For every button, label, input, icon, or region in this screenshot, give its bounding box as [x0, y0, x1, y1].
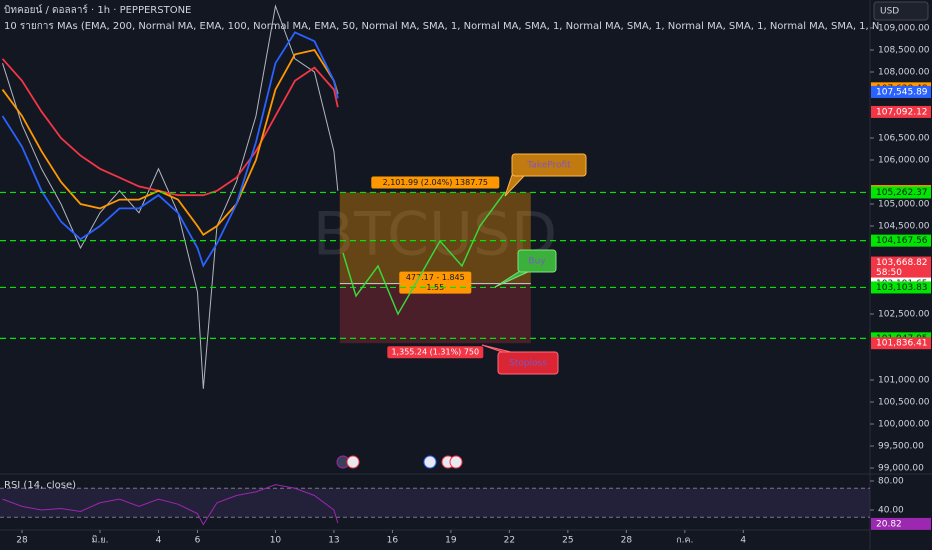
price-label-bg	[871, 256, 931, 279]
y-tick-label: 99,500.00	[878, 442, 924, 452]
price-label-bg	[871, 517, 931, 530]
price-label-bg	[871, 186, 931, 199]
indicator-legend: 10 รายการ MAs (EMA, 200, Normal MA, EMA,…	[4, 21, 879, 32]
profit-zone	[339, 192, 531, 284]
series-line	[1, 58, 339, 197]
price-label-bg	[871, 105, 931, 118]
price-label: 104,167.56	[876, 236, 928, 246]
callout-text: Buy	[528, 257, 546, 267]
x-tick-label: 13	[328, 536, 339, 546]
price-label: 103,668.82	[876, 258, 928, 268]
stop-label: 1,355.24 (1.31%) 750	[391, 348, 479, 357]
y-tick-label: 106,000.00	[878, 155, 930, 165]
callout-text: Stoploss	[509, 359, 547, 369]
entry-label-bg	[399, 271, 472, 294]
price-label: 105,262.37	[876, 188, 928, 198]
event-icons	[336, 455, 463, 469]
symbol-title: บิทคอยน์ / ดอลลาร์ · 1h · PEPPERSTONE	[4, 4, 191, 16]
price-label: 103,103.83	[876, 283, 928, 293]
y-tick-label: 80.00	[878, 477, 904, 487]
target-label: 2,101.99 (2.04%) 1387.75	[383, 178, 488, 187]
y-tick-label: 99,000.00	[878, 464, 924, 474]
y-tick-label: 106,500.00	[878, 133, 930, 143]
series-line	[1, 31, 339, 268]
y-tick-label: 109,000.00	[878, 23, 930, 33]
price-label-bg	[871, 85, 931, 98]
pane	[0, 484, 870, 526]
y-tick-label: 102,500.00	[878, 310, 930, 320]
y-tick-label: 108,500.00	[878, 45, 930, 55]
price-label-bg	[871, 234, 931, 247]
x-tick-label: 28	[621, 536, 633, 546]
currency-label: USD	[880, 7, 899, 17]
stop-label-bg	[387, 346, 484, 359]
series-line	[2, 4, 339, 389]
callout-takeprofit: TakeProfit	[504, 153, 587, 197]
price-label: 107,545.89	[876, 87, 928, 97]
x-tick-label: 6	[195, 536, 201, 546]
entry-label: 477.17 - 1.845	[406, 273, 465, 282]
projection-path	[342, 191, 506, 316]
y-tick-label: 104,500.00	[878, 222, 930, 232]
callout-stoploss: Stoploss	[481, 344, 559, 375]
x-tick-label: 10	[270, 536, 282, 546]
price-label: 107,092.12	[876, 107, 928, 117]
currency-button[interactable]	[873, 1, 929, 21]
x-tick-label: มิ.ย.	[92, 535, 109, 546]
y-tick-label: 100,000.00	[878, 420, 930, 430]
layer: 109,000.00 108,500.00 108,000.00 106,500.00…	[0, 4, 931, 546]
callout-buy: Buy	[494, 249, 557, 288]
target-label-bg	[371, 176, 500, 189]
x-tick-label: 28	[16, 536, 28, 546]
watermark: BTCUSD	[313, 200, 557, 270]
price-label-bg	[871, 281, 931, 294]
y-tick-label: 100,500.00	[878, 398, 930, 408]
price-label: 20.82	[876, 519, 902, 529]
x-tick-label: 22	[504, 536, 515, 546]
price-label-bg	[871, 337, 931, 350]
y-tick-label: 105,000.00	[878, 199, 930, 209]
series-line	[2, 484, 339, 526]
series-line	[1, 48, 339, 237]
x-tick-label: ก.ค.	[676, 536, 693, 546]
y-tick-label: 40.00	[878, 505, 904, 515]
x-tick-label: 16	[387, 536, 399, 546]
y-tick-label: 108,000.00	[878, 67, 930, 77]
price-label: 101,836.41	[876, 339, 928, 349]
x-tick-label: 4	[740, 536, 746, 546]
countdown-label: 58:50	[876, 268, 902, 278]
y-tick-label: 101,000.00	[878, 376, 930, 386]
rsi-band-fill	[0, 488, 870, 518]
x-tick-label: 19	[445, 536, 457, 546]
x-tick-label: 4	[156, 536, 162, 546]
callout-text: TakeProfit	[526, 161, 571, 171]
rsi-title: RSI (14, close)	[4, 480, 76, 491]
x-tick-label: 25	[562, 536, 573, 546]
